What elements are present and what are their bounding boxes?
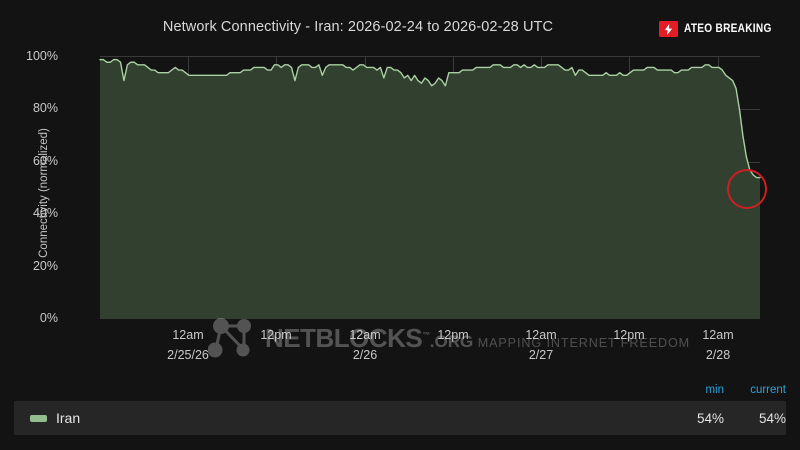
x-tick-time: 12am <box>525 328 557 342</box>
x-tick-2: 12am 2/26 <box>349 328 380 362</box>
page-title: Network Connectivity - Iran: 2026-02-24 … <box>162 19 554 35</box>
y-tick-60: 60% <box>32 154 58 168</box>
series-color-swatch <box>30 414 47 422</box>
breaking-badge-label: ATEO BREAKING <box>684 23 773 35</box>
x-tick-time: 12pm <box>437 328 469 342</box>
y-tick-80: 80% <box>32 101 58 115</box>
x-tick-6: 12am 2/28 <box>702 328 733 362</box>
x-tick-5: 12pm <box>613 328 644 342</box>
x-tick-1: 12pm <box>260 328 291 342</box>
legend-col-min-header: min <box>705 384 724 396</box>
chart-header: Network Connectivity - Iran: 2026-02-24 … <box>0 0 800 56</box>
legend-header-row: min current <box>14 382 786 398</box>
x-tick-date: 2/28 <box>705 348 731 362</box>
legend-series-name: Iran <box>56 410 81 426</box>
legend-table: min current Iran 54% 54% <box>14 382 786 435</box>
watermark-tm: ™ <box>422 330 430 340</box>
y-tick-20: 20% <box>32 259 58 273</box>
connectivity-series-iran <box>100 57 760 320</box>
x-tick-3: 12pm <box>437 328 468 342</box>
x-tick-time: 12am <box>172 328 204 342</box>
x-tick-time: 12am <box>702 328 734 342</box>
y-tick-40: 40% <box>32 206 58 220</box>
network-nodes-icon <box>207 313 258 364</box>
y-tick-0: 0% <box>39 311 58 325</box>
x-tick-time: 12pm <box>260 328 292 342</box>
x-tick-4: 12am 2/27 <box>525 328 556 362</box>
plot-area: NETBLOCKS™.ORG MAPPING INTERNET FREEDOM <box>100 56 767 358</box>
x-tick-time: 12pm <box>613 328 645 342</box>
chart-canvas: Connectivity (normalized) 100% 80% 60% 4… <box>26 49 767 362</box>
breaking-news-badge: ATEO BREAKING <box>659 21 784 37</box>
y-tick-100: 100% <box>26 49 58 63</box>
legend-row-iran[interactable]: Iran 54% 54% <box>14 401 786 435</box>
lightning-bolt-icon <box>659 21 679 37</box>
x-tick-0: 12am 2/25/26 <box>167 328 209 362</box>
legend-col-current-header: current <box>750 384 786 396</box>
x-tick-date: 2/27 <box>528 348 554 362</box>
x-tick-date: 2/25/26 <box>167 348 209 362</box>
outage-highlight-circle <box>727 169 767 209</box>
legend-value-min: 54% <box>696 410 724 426</box>
x-tick-time: 12am <box>349 328 381 342</box>
watermark-tagline: MAPPING INTERNET FREEDOM <box>477 336 691 350</box>
x-tick-date: 2/26 <box>352 348 378 362</box>
legend-value-current: 54% <box>758 410 786 426</box>
